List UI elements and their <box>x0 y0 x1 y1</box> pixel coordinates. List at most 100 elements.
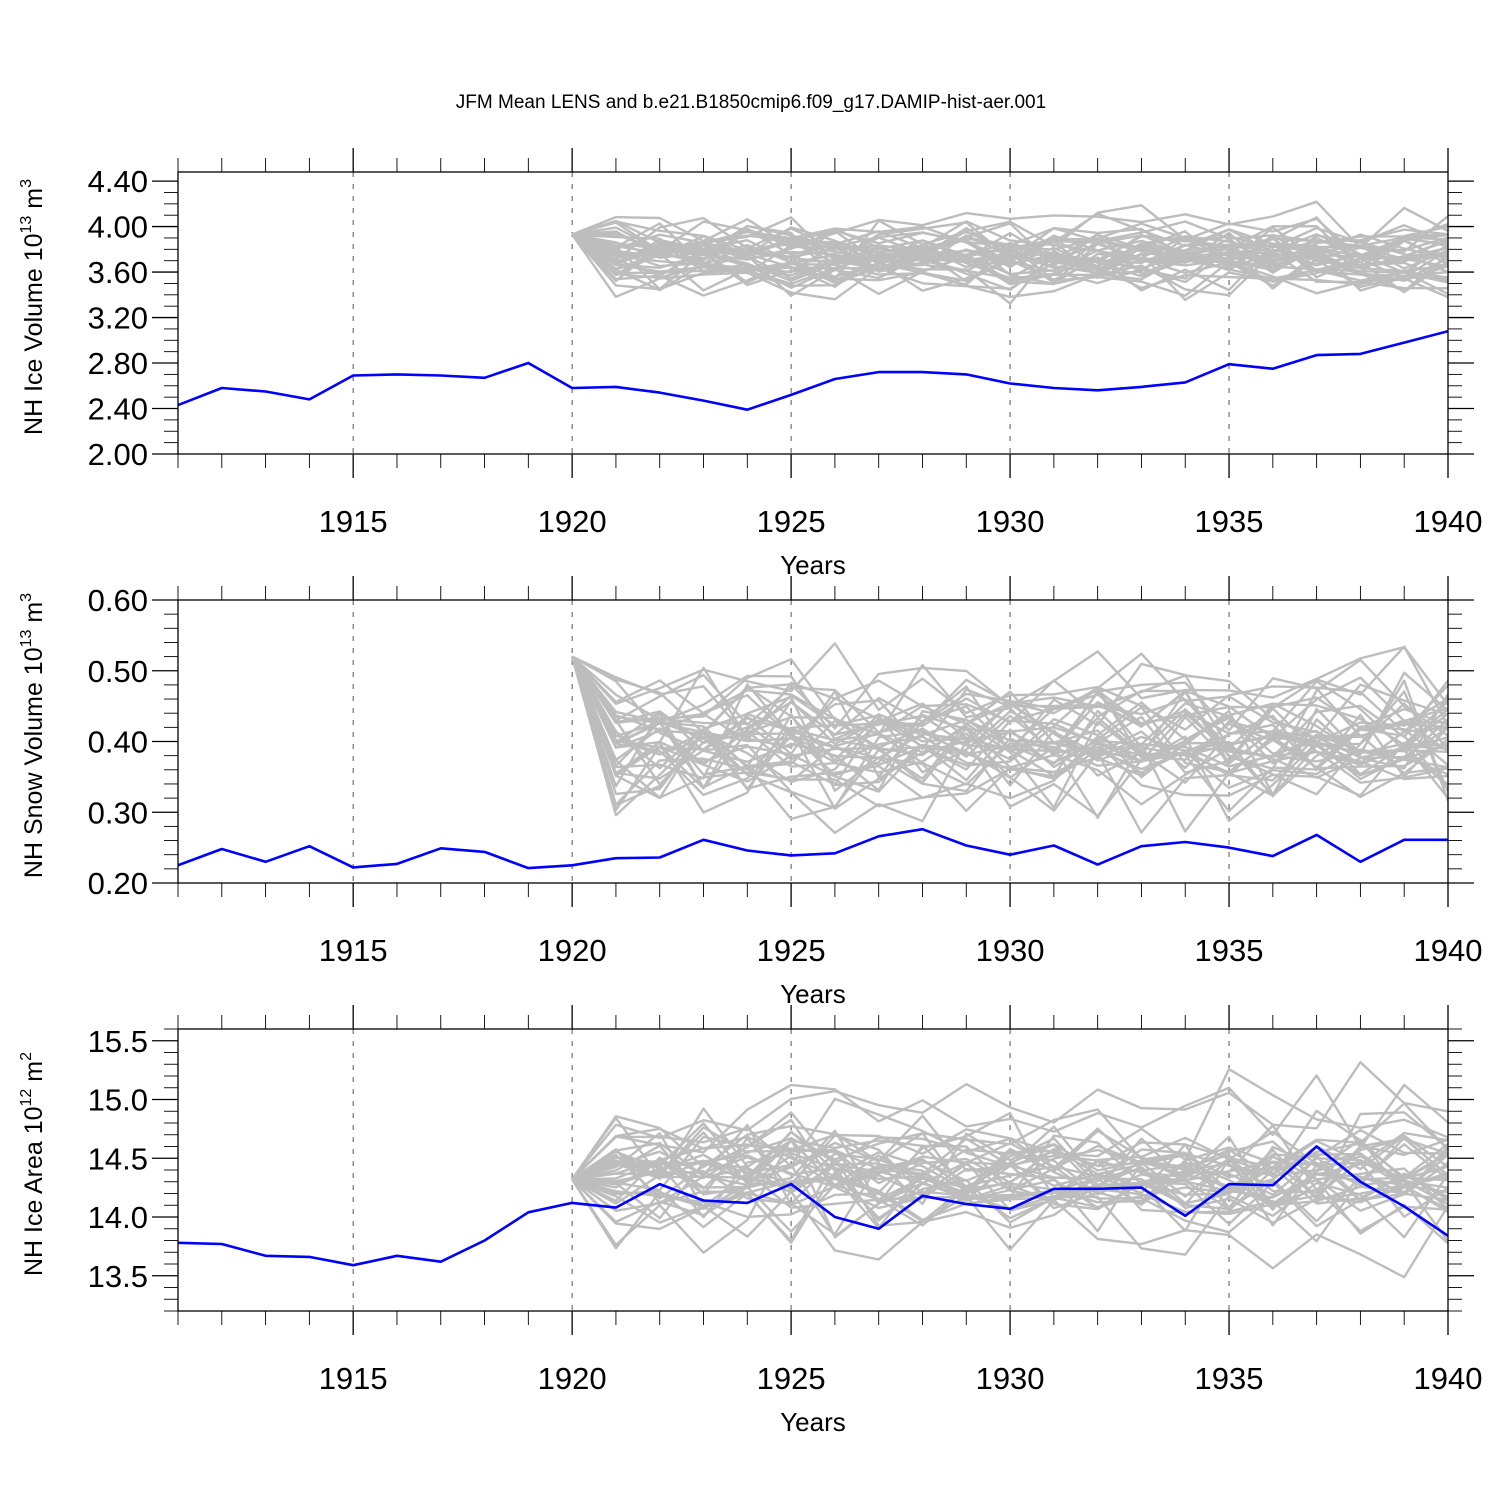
y-axis-label: NH Ice Area 1012 m2 <box>18 1052 48 1276</box>
y-axis-label-exponent: 13 <box>18 630 35 648</box>
x-tick-label: 1915 <box>319 1361 388 1396</box>
y-axis-label-unit-exponent: 3 <box>18 593 35 602</box>
y-tick-label: 4.00 <box>88 210 148 245</box>
ensemble-member-line <box>570 656 1448 806</box>
y-tick-label: 14.5 <box>88 1141 148 1176</box>
y-tick-label: 2.00 <box>88 437 148 472</box>
ensemble-member-line <box>571 233 1448 301</box>
ensemble-member-line <box>571 220 1448 269</box>
ensemble-member-line <box>571 1168 1448 1225</box>
x-tick-label: 1920 <box>538 504 607 539</box>
y-tick-label: 0.40 <box>88 725 148 760</box>
y-axis-label: NH Snow Volume 1013 m3 <box>18 593 48 878</box>
ensemble-member-line <box>571 655 1448 770</box>
plot-frame <box>177 171 1449 455</box>
ensemble-member-line <box>571 1178 1448 1279</box>
ensemble-member-line <box>571 1143 1448 1199</box>
damip-series-line <box>178 1145 1448 1267</box>
x-tick-label: 1930 <box>976 1361 1045 1396</box>
ensemble-member-line <box>570 656 1448 821</box>
x-tick-label: 1930 <box>976 933 1045 968</box>
ensemble-member-line <box>571 1137 1448 1254</box>
x-tick-label: 1920 <box>538 933 607 968</box>
ensemble-member-line <box>571 655 1448 758</box>
y-tick-label: 3.60 <box>88 255 148 290</box>
y-tick-label: 13.5 <box>88 1259 148 1294</box>
ensemble-member-line <box>571 1111 1448 1201</box>
chart-panel-2: 0.20 0.30 0.40 0.50 0.60 1915 1920 1925 1930 1935… <box>18 576 1482 1009</box>
x-tick-label: 1930 <box>976 504 1045 539</box>
damip-series-line <box>178 329 1448 412</box>
ensemble-member-line <box>570 656 1448 780</box>
x-tick-label: 1940 <box>1414 504 1483 539</box>
ensemble-member-line <box>571 200 1448 250</box>
ensemble-member-line <box>571 642 1448 734</box>
chart-panel-3: 13.5 14.0 14.5 15.0 15.5 1915 1920 1925 1930 1935… <box>18 1005 1482 1437</box>
x-tick-label: 1925 <box>757 504 826 539</box>
y-axis-label-unit: m <box>20 188 48 216</box>
y-axis-label: NH Ice Volume 1013 m3 <box>18 179 48 435</box>
ensemble-member-line <box>571 233 1448 297</box>
y-axis-label-unit: m <box>20 1061 48 1089</box>
x-tick-label: 1935 <box>1195 504 1264 539</box>
y-axis-label-unit-exponent: 2 <box>18 1052 35 1061</box>
y-tick-label: 3.20 <box>88 301 148 336</box>
ensemble-member-line <box>571 233 1448 299</box>
ensemble-member-line <box>571 230 1448 299</box>
y-tick-label: 4.40 <box>88 164 148 199</box>
ensemble-group <box>571 200 1448 305</box>
y-tick-label: 0.50 <box>88 654 148 689</box>
y-tick-label: 2.80 <box>88 346 148 381</box>
x-tick-label: 1920 <box>538 1361 607 1396</box>
y-axis-label-unit-exponent: 3 <box>18 179 35 188</box>
ensemble-member-line <box>570 656 1448 814</box>
page-title: JFM Mean LENS and b.e21.B1850cmip6.f09_g… <box>456 92 1046 113</box>
ensemble-member-line <box>571 655 1448 776</box>
x-tick-label: 1940 <box>1414 1361 1483 1396</box>
ensemble-member-line <box>571 222 1448 269</box>
chart-panel-1: 2.00 2.40 2.80 3.20 3.60 4.00 4.40 1915 1920 1925… <box>18 148 1482 580</box>
damip-series-line <box>178 827 1448 870</box>
x-tick-label: 1935 <box>1195 1361 1264 1396</box>
ensemble-member-line <box>571 1131 1448 1208</box>
y-axis-label-unit: m <box>20 602 48 630</box>
ensemble-member-line <box>571 1122 1448 1192</box>
x-tick-label: 1925 <box>757 933 826 968</box>
x-tick-label: 1915 <box>319 933 388 968</box>
y-tick-label: 0.60 <box>88 583 148 618</box>
ensemble-member-line <box>571 233 1448 282</box>
y-tick-label: 15.5 <box>88 1024 148 1059</box>
ensemble-group <box>570 642 1448 834</box>
ensemble-member-line <box>571 1143 1448 1211</box>
ensemble-member-line <box>571 216 1448 264</box>
y-axis-label-text: NH Ice Volume 10 <box>20 233 48 435</box>
x-tick-label: 1925 <box>757 1361 826 1396</box>
x-tick-label: 1940 <box>1414 933 1483 968</box>
ensemble-member-line <box>571 1060 1448 1181</box>
ensemble-member-line <box>570 656 1448 807</box>
ensemble-member-line <box>571 233 1448 294</box>
y-axis-label-exponent: 12 <box>18 1089 35 1107</box>
ensemble-member-line <box>571 656 1448 786</box>
y-tick-label: 0.30 <box>88 795 148 830</box>
y-axis-label-text: NH Snow Volume 10 <box>20 647 48 878</box>
ensemble-member-line <box>571 655 1448 761</box>
x-axis-label: Years <box>780 979 846 1009</box>
x-axis-label: Years <box>780 1407 846 1437</box>
ensemble-member-line <box>570 656 1448 834</box>
ensemble-member-line <box>571 215 1448 263</box>
ensemble-member-line <box>571 1152 1448 1222</box>
y-axis-label-exponent: 13 <box>18 216 35 234</box>
y-tick-label: 2.40 <box>88 392 148 427</box>
y-axis-label-text: NH Ice Area 10 <box>20 1106 48 1276</box>
x-tick-label: 1935 <box>1195 933 1264 968</box>
x-axis-label: Years <box>780 550 846 580</box>
y-tick-label: 0.20 <box>88 866 148 901</box>
y-tick-label: 15.0 <box>88 1083 148 1118</box>
chart-panels: 2.00 2.40 2.80 3.20 3.60 4.00 4.40 1915 1920 1925… <box>18 148 1482 1437</box>
ensemble-member-line <box>571 222 1448 271</box>
ensemble-member-line <box>571 655 1448 752</box>
x-tick-label: 1915 <box>319 504 388 539</box>
ensemble-member-line <box>571 233 1448 302</box>
